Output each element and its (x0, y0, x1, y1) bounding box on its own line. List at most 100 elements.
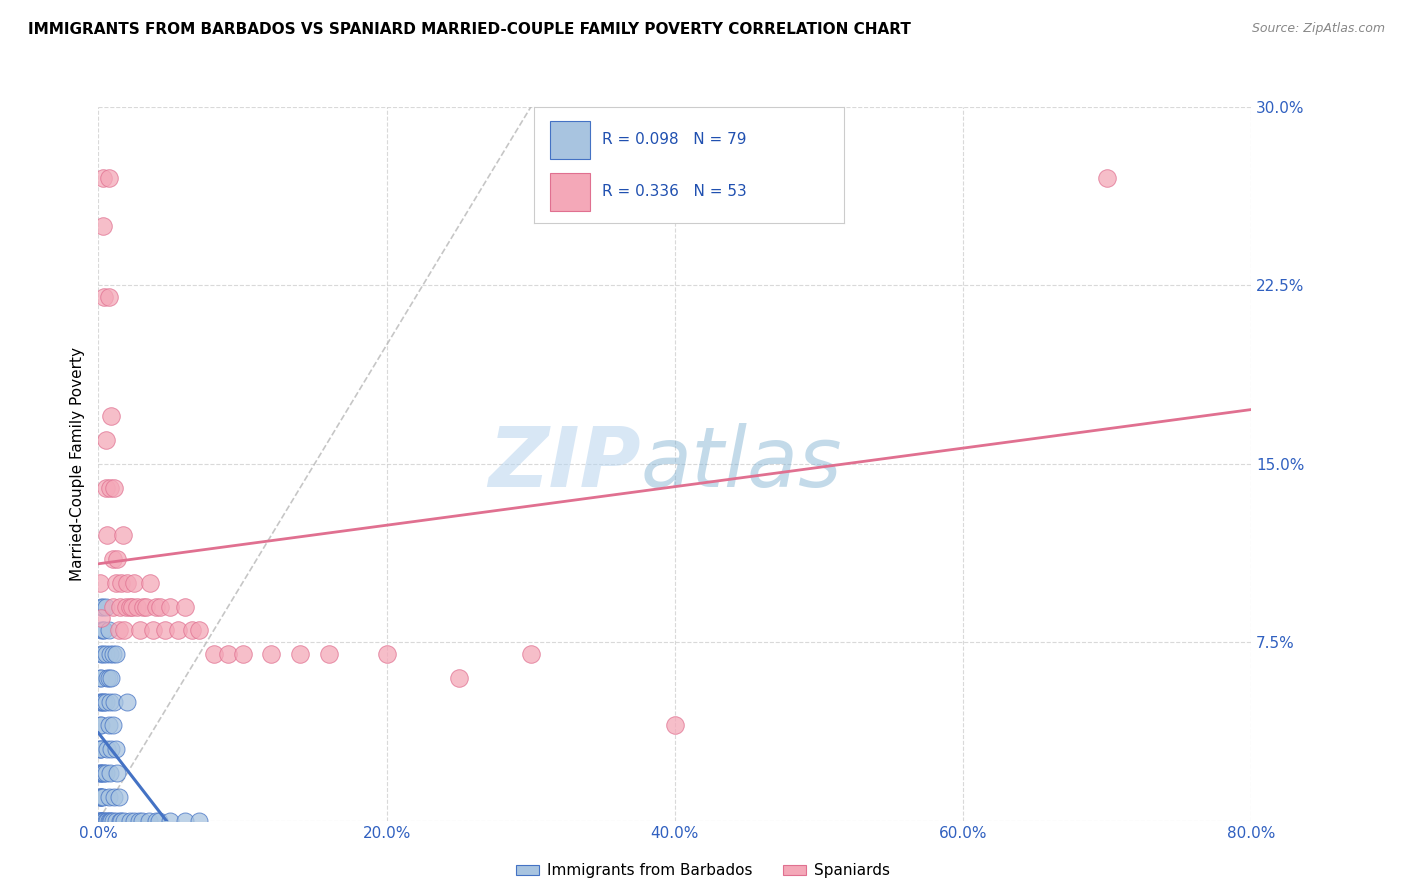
Point (94, 481, 117, 495)
Point (94, 599, 117, 614)
Point (101, 647, 124, 661)
Point (105, 552, 128, 566)
Point (135, 599, 157, 614)
Point (90, 789, 112, 804)
Point (98, 814, 121, 828)
Point (108, 599, 131, 614)
Point (1097, 171, 1119, 186)
Point (90, 789, 112, 804)
Point (97, 789, 120, 804)
Point (145, 814, 167, 828)
Point (91, 814, 114, 828)
Point (90, 814, 112, 828)
Text: R = 0.336   N = 53: R = 0.336 N = 53 (602, 184, 747, 199)
Point (97, 718, 120, 732)
Point (89, 789, 111, 804)
Point (117, 695, 138, 709)
Point (100, 409, 122, 424)
Point (107, 624, 129, 638)
Point (188, 624, 211, 638)
Point (89, 671, 111, 685)
Point (90, 718, 112, 732)
Point (121, 599, 143, 614)
Point (111, 528, 134, 542)
Point (108, 814, 131, 828)
Point (89, 695, 111, 709)
Point (89, 814, 111, 828)
Point (110, 814, 132, 828)
Point (145, 599, 167, 614)
Point (120, 814, 142, 828)
Point (159, 814, 181, 828)
Point (202, 647, 225, 661)
Point (139, 575, 162, 590)
Point (90, 611, 112, 625)
Point (520, 647, 543, 661)
Point (89, 814, 111, 828)
Point (89, 766, 111, 780)
Point (112, 624, 135, 638)
Point (94, 433, 117, 447)
Point (120, 599, 142, 614)
Point (93, 766, 115, 780)
Point (101, 718, 124, 732)
Point (110, 575, 132, 590)
Point (94, 647, 117, 661)
Point (90, 624, 112, 638)
Text: Source: ZipAtlas.com: Source: ZipAtlas.com (1251, 22, 1385, 36)
Point (100, 671, 122, 685)
Legend: Immigrants from Barbados, Spaniards: Immigrants from Barbados, Spaniards (510, 857, 896, 884)
Point (124, 814, 146, 828)
Point (90, 766, 112, 780)
Point (114, 599, 136, 614)
Point (103, 789, 125, 804)
Point (181, 624, 204, 638)
Point (97, 171, 120, 186)
Point (93, 624, 115, 638)
Point (96, 671, 118, 685)
Text: atlas: atlas (640, 424, 842, 504)
Point (98, 647, 121, 661)
Point (89, 575, 111, 590)
Text: ZIP: ZIP (488, 424, 640, 504)
Point (89, 789, 111, 804)
Point (91, 624, 114, 638)
Point (90, 695, 112, 709)
Point (138, 814, 160, 828)
Point (149, 599, 172, 614)
Point (96, 742, 118, 756)
Point (91, 647, 114, 661)
FancyBboxPatch shape (550, 173, 591, 211)
Point (153, 624, 176, 638)
Point (188, 814, 211, 828)
Point (93, 695, 115, 709)
Point (142, 624, 165, 638)
Point (90, 599, 112, 614)
Point (89, 742, 111, 756)
Point (174, 814, 197, 828)
Point (166, 624, 188, 638)
Point (128, 814, 150, 828)
Point (97, 814, 120, 828)
Point (97, 624, 120, 638)
Point (98, 695, 121, 709)
Point (94, 695, 117, 709)
Point (375, 647, 398, 661)
Point (94, 766, 117, 780)
Point (124, 575, 146, 590)
Point (91, 219, 114, 233)
Point (447, 671, 470, 685)
Point (174, 599, 197, 614)
Point (664, 718, 686, 732)
Point (90, 742, 112, 756)
Point (159, 599, 181, 614)
Point (89, 766, 111, 780)
Point (104, 814, 127, 828)
Point (117, 575, 138, 590)
Y-axis label: Married-Couple Family Poverty: Married-Couple Family Poverty (69, 347, 84, 581)
Point (93, 814, 115, 828)
Point (101, 814, 124, 828)
Point (129, 624, 152, 638)
Point (94, 814, 117, 828)
Point (98, 481, 121, 495)
